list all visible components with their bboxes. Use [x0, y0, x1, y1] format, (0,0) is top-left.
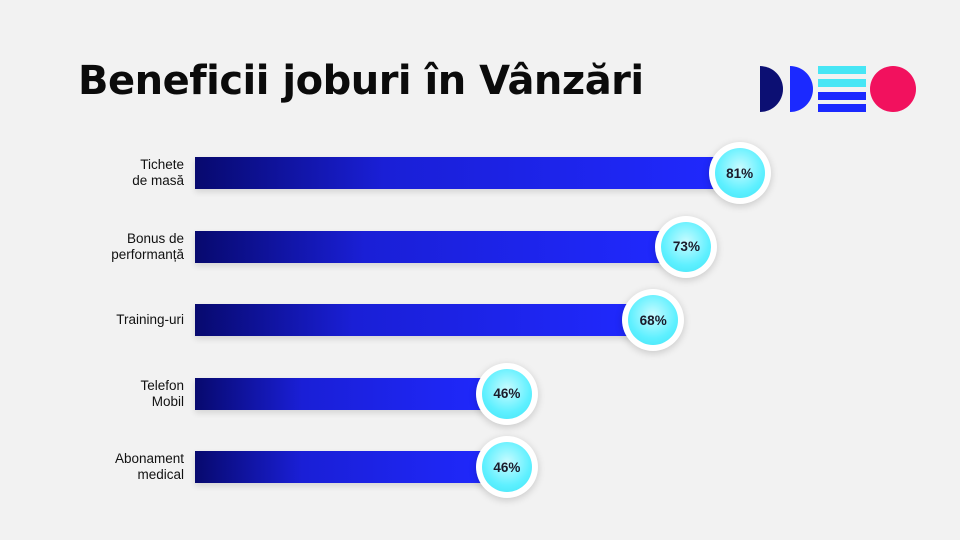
bar [195, 377, 501, 410]
data-label: 46% [481, 368, 532, 419]
logo-stripe-4 [818, 104, 866, 112]
data-label: 81% [714, 148, 765, 198]
data-label: 68% [628, 295, 679, 345]
data-label: 46% [481, 442, 532, 492]
value-badge: 81% [708, 142, 771, 204]
category-label-line: de masă [132, 173, 184, 188]
page-title: Beneficii joburi în Vânzări [78, 58, 644, 104]
logo-half-circle-blue [790, 66, 813, 112]
logo-stripe-3 [818, 92, 866, 100]
category-label-line: performanță [111, 246, 184, 262]
logo-stripe-2 [818, 79, 866, 87]
bar [195, 157, 734, 189]
category-label: Abonament medical [44, 451, 184, 483]
category-label: Tichete de masă [44, 157, 184, 189]
category-label-line: Telefon [140, 377, 184, 393]
category-label: Bonus de performanță [44, 231, 184, 263]
category-label: Telefon Mobil [44, 378, 184, 410]
category-label: Training-uri [44, 312, 184, 328]
category-label-line: Training-uri [116, 312, 184, 327]
logo-half-circle-navy [760, 66, 783, 112]
bar [195, 304, 648, 336]
value-badge: 46% [475, 436, 538, 498]
brand-logo [760, 66, 916, 112]
bar [195, 451, 501, 483]
logo-stripe-1 [818, 66, 866, 74]
value-badge: 73% [655, 215, 718, 278]
bar [195, 230, 681, 263]
data-label: 73% [661, 221, 712, 272]
category-label-line: medical [137, 467, 184, 482]
category-label-line: Tichete [140, 157, 184, 172]
category-label-line: Bonus de [126, 230, 184, 246]
category-label-line: Abonament [114, 451, 184, 466]
value-badge: 46% [475, 362, 538, 425]
logo-circle-pink [870, 66, 916, 112]
value-badge: 68% [622, 289, 685, 351]
category-label-line: Mobil [151, 393, 184, 409]
